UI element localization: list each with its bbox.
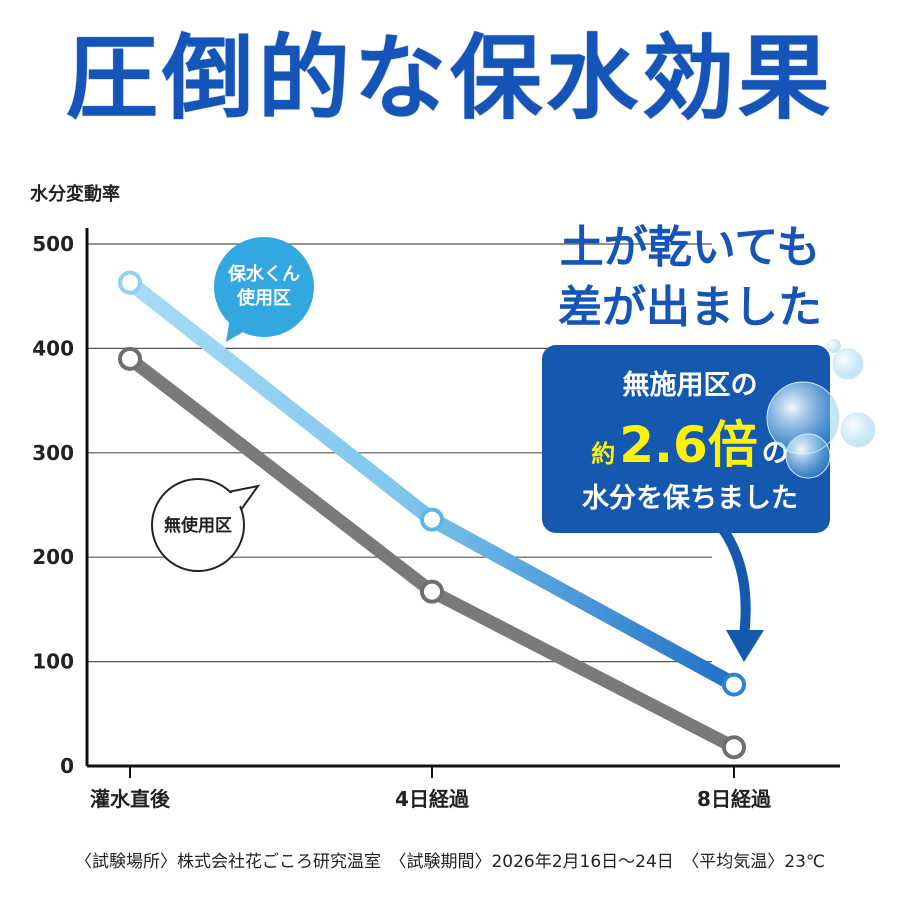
data-point-untreated: [722, 735, 746, 760]
callout-prefix: 約: [591, 440, 615, 468]
data-point-treated: [420, 507, 444, 532]
y-tick-label: 400: [32, 336, 74, 360]
water-bubbles-decoration: [766, 339, 876, 479]
curved-arrow: [717, 523, 764, 662]
y-tick-labels: 0 100 200 300 400 500: [32, 232, 74, 778]
page-title: 圧倒的な保水効果: [65, 25, 834, 132]
x-tick-label: 4日経過: [395, 787, 470, 811]
data-point-treated: [118, 270, 142, 295]
headline-line-1: 土が乾いても: [560, 222, 820, 273]
y-tick-label: 100: [32, 650, 74, 674]
x-tick-labels: 灌水直後 4日経過 8日経過: [90, 766, 772, 811]
data-point-untreated: [118, 346, 142, 371]
headline-line-2: 差が出ました: [558, 282, 822, 333]
y-tick-label: 200: [32, 545, 74, 569]
speech-bubble-treated: 保水くん 使用区: [214, 237, 314, 342]
test-conditions-footer: 〈試験場所〉株式会社花ごころ研究温室 〈試験期間〉2026年2月16日〜24日 …: [74, 852, 826, 872]
callout-line-1: 無施用区の: [623, 370, 758, 401]
speech-bubble-untreated: 無使用区: [151, 478, 261, 572]
y-tick-label: 500: [32, 232, 74, 256]
bubble-treated-line-1: 保水くん: [227, 263, 300, 285]
data-point-treated: [722, 672, 746, 697]
data-point-untreated: [420, 579, 444, 604]
x-tick-label: 灌水直後: [90, 787, 171, 811]
y-axis-label: 水分変動率: [30, 183, 120, 205]
y-tick-label: 0: [60, 754, 74, 778]
series-layer: [118, 270, 746, 760]
callout-background: [542, 345, 830, 533]
bubble-untreated-label: 無使用区: [164, 515, 232, 536]
x-tick-label: 8日経過: [697, 787, 772, 811]
y-tick-label: 300: [32, 441, 74, 465]
callout-line-3: 水分を保ちました: [582, 483, 798, 514]
callout-box: 無施用区の 約2.6倍の 水分を保ちました: [542, 345, 830, 533]
callout-line-2: 約2.6倍の: [591, 416, 789, 474]
callout-number: 2.6倍: [619, 416, 758, 474]
bubble-treated-line-2: 使用区: [236, 288, 291, 309]
